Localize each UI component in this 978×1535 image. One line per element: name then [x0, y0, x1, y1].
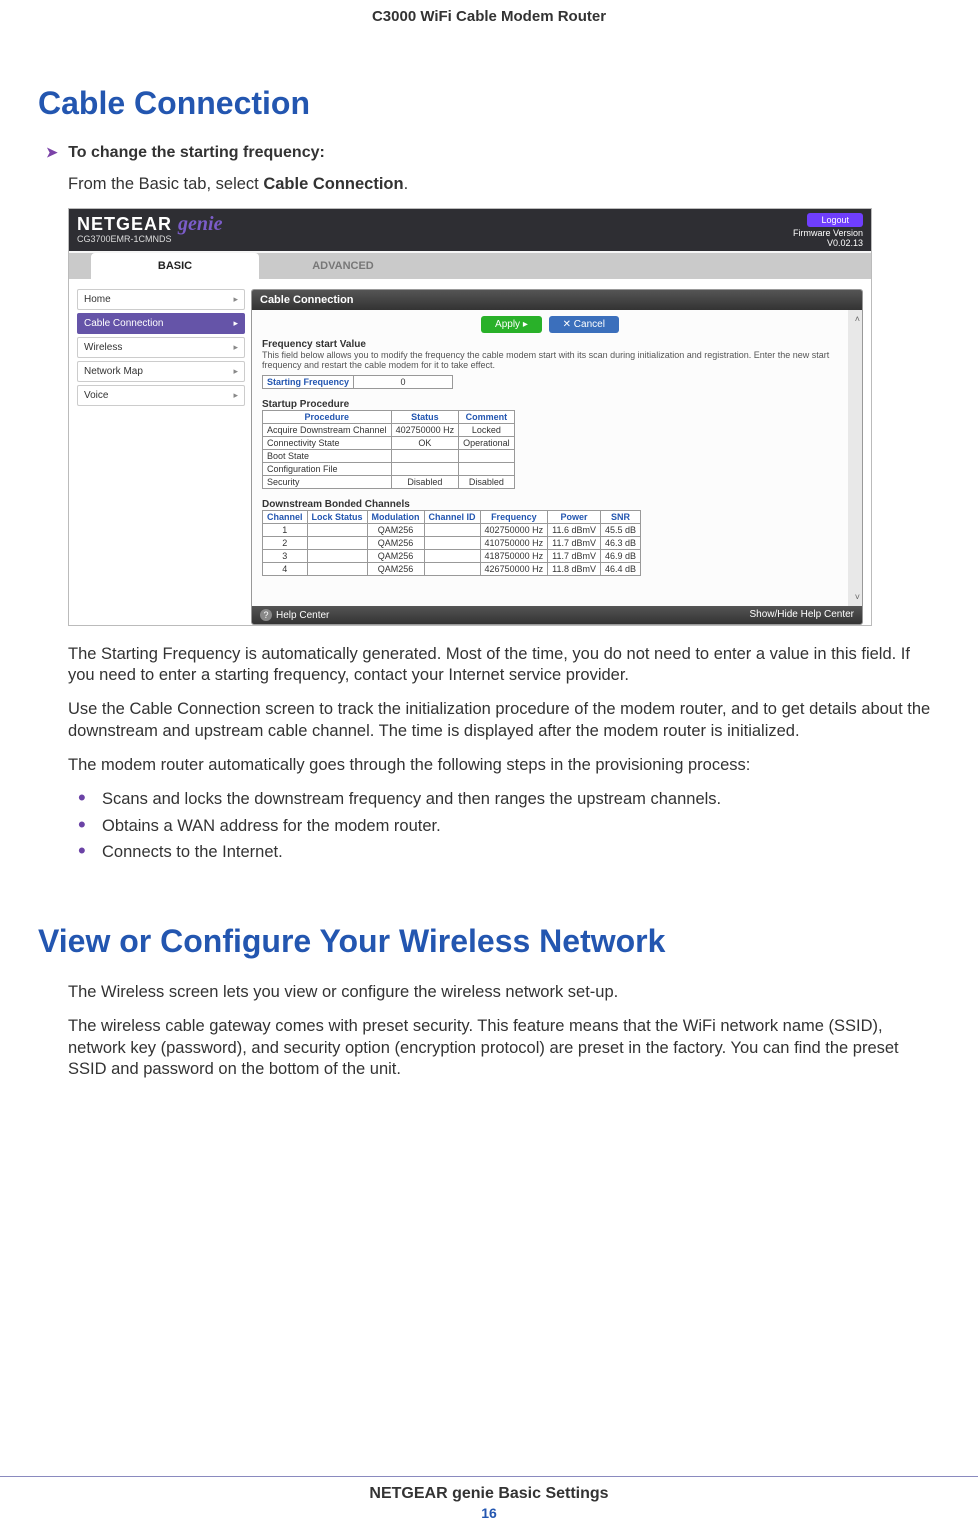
- sidebar-item-label: Home: [84, 294, 111, 305]
- list-item: Obtains a WAN address for the modem rout…: [78, 815, 940, 837]
- table-row: Boot State: [263, 450, 515, 463]
- para-modem-auto: The modem router automatically goes thro…: [68, 755, 940, 777]
- col-power: Power: [548, 511, 601, 524]
- tab-basic[interactable]: BASIC: [91, 253, 259, 279]
- tab-advanced[interactable]: ADVANCED: [259, 253, 427, 279]
- table-row: Acquire Downstream Channel402750000 HzLo…: [263, 424, 515, 437]
- col-frequency: Frequency: [480, 511, 548, 524]
- col-procedure: Procedure: [263, 411, 392, 424]
- para-starting-frequency: The Starting Frequency is automatically …: [68, 644, 940, 688]
- chevron-right-icon: ▸: [233, 294, 238, 305]
- freq-start-desc: This field below allows you to modify th…: [262, 350, 838, 372]
- downstream-table: Channel Lock Status Modulation Channel I…: [262, 510, 641, 576]
- downstream-head: Downstream Bonded Channels: [262, 499, 838, 510]
- start-freq-input[interactable]: 0: [401, 377, 406, 387]
- para-wireless1: The Wireless screen lets you view or con…: [68, 982, 940, 1004]
- sidebar-item-label: Network Map: [84, 366, 143, 377]
- col-modulation: Modulation: [367, 511, 424, 524]
- col-channel-id: Channel ID: [424, 511, 480, 524]
- table-row: 2QAM256410750000 Hz11.7 dBmV46.3 dB: [263, 537, 641, 550]
- col-lock-status: Lock Status: [307, 511, 367, 524]
- subhead-change-freq: To change the starting frequency:: [68, 144, 325, 161]
- intro-instruction: From the Basic tab, select Cable Connect…: [68, 174, 940, 196]
- router-screenshot: NETGEAR genie CG3700EMR-1CMNDS Logout Fi…: [68, 208, 872, 626]
- heading-cable-connection: Cable Connection: [38, 85, 940, 122]
- sidebar-item-wireless[interactable]: Wireless ▸: [77, 337, 245, 358]
- sidebar-item-label: Wireless: [84, 342, 122, 353]
- help-center-link[interactable]: ?Help Center: [260, 609, 329, 621]
- firmware-version: V0.02.13: [793, 239, 863, 249]
- col-channel: Channel: [263, 511, 308, 524]
- freq-start-head: Frequency start Value: [262, 339, 838, 350]
- table-row: SecurityDisabledDisabled: [263, 476, 515, 489]
- chevron-right-icon: ▸: [233, 366, 238, 377]
- sidebar-item-voice[interactable]: Voice ▸: [77, 385, 245, 406]
- show-hide-help[interactable]: Show/Hide Help Center: [750, 609, 855, 621]
- arrow-icon: ➤: [46, 144, 58, 160]
- para-wireless2: The wireless cable gateway comes with pr…: [68, 1016, 940, 1081]
- heading-wireless: View or Configure Your Wireless Network: [38, 923, 940, 960]
- scroll-down-icon[interactable]: ˅: [855, 592, 860, 602]
- start-freq-label: Starting Frequency: [263, 376, 354, 389]
- sidebar-item-home[interactable]: Home ▸: [77, 289, 245, 310]
- logout-button[interactable]: Logout: [807, 213, 863, 227]
- startup-table: Procedure Status Comment Acquire Downstr…: [262, 410, 515, 489]
- startup-head: Startup Procedure: [262, 399, 838, 410]
- sidebar-item-label: Cable Connection: [84, 318, 164, 329]
- col-status: Status: [391, 411, 459, 424]
- table-row: 4QAM256426750000 Hz11.8 dBmV46.4 dB: [263, 563, 641, 576]
- list-item: Scans and locks the downstream frequency…: [78, 788, 940, 810]
- chevron-right-icon: ▸: [233, 342, 238, 353]
- panel-title: Cable Connection: [252, 290, 862, 310]
- netgear-logo: NETGEAR: [77, 214, 172, 235]
- sidebar-item-cable-connection[interactable]: Cable Connection ▸: [77, 313, 245, 334]
- page-number: 16: [0, 1505, 978, 1521]
- chevron-right-icon: ▸: [233, 318, 238, 329]
- chevron-right-icon: ▸: [233, 390, 238, 401]
- table-row: Configuration File: [263, 463, 515, 476]
- sidebar-item-label: Voice: [84, 390, 108, 401]
- apply-button[interactable]: Apply ▸: [481, 316, 542, 333]
- para-use-cable-screen: Use the Cable Connection screen to track…: [68, 699, 940, 743]
- genie-logo: genie: [178, 213, 222, 236]
- scroll-up-icon[interactable]: ˄: [855, 314, 860, 324]
- list-item: Connects to the Internet.: [78, 841, 940, 863]
- footer-section-title: NETGEAR genie Basic Settings: [0, 1485, 978, 1503]
- sidebar-item-network-map[interactable]: Network Map ▸: [77, 361, 245, 382]
- table-row: 3QAM256418750000 Hz11.7 dBmV46.9 dB: [263, 550, 641, 563]
- table-row: 1QAM256402750000 Hz11.6 dBmV45.5 dB: [263, 524, 641, 537]
- col-snr: SNR: [600, 511, 640, 524]
- col-comment: Comment: [459, 411, 515, 424]
- help-icon: ?: [260, 609, 272, 621]
- table-row: Connectivity StateOKOperational: [263, 437, 515, 450]
- doc-product-title: C3000 WiFi Cable Modem Router: [38, 0, 940, 25]
- cancel-button[interactable]: ✕ Cancel: [549, 316, 619, 333]
